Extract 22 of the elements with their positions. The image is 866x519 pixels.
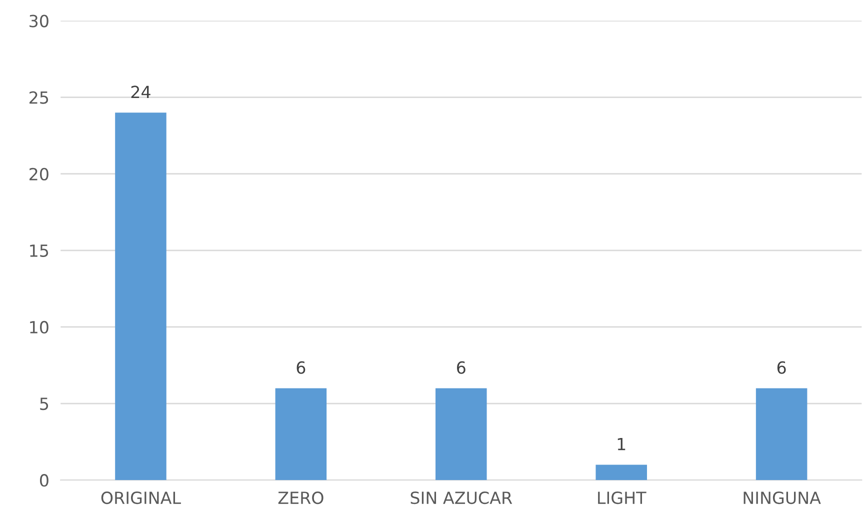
x-tick-label: SIN AZUCAR: [410, 491, 512, 504]
x-tick-label: ZERO: [278, 491, 324, 504]
x-tick-label: LIGHT: [598, 491, 646, 504]
y-tick-label: 30: [30, 14, 48, 28]
bar: [756, 388, 808, 480]
bar: [436, 388, 487, 480]
data-label: 6: [457, 361, 466, 374]
bar: [596, 464, 647, 480]
bar: [275, 388, 327, 480]
data-label: 6: [296, 361, 306, 374]
y-tick-label: 15: [30, 244, 48, 257]
y-tick-label: 10: [30, 320, 48, 334]
y-tick-label: 0: [40, 474, 48, 487]
data-label: 24: [131, 86, 150, 98]
y-tick-label: 20: [30, 168, 48, 180]
bar: [115, 112, 166, 480]
y-tick-label: 5: [40, 398, 48, 410]
data-label: 1: [618, 438, 626, 450]
y-tick-label: 25: [30, 91, 48, 104]
x-tick-label: NINGUNA: [744, 491, 821, 504]
data-label: 6: [777, 361, 786, 374]
x-tick-label: ORIGINAL: [101, 491, 181, 504]
